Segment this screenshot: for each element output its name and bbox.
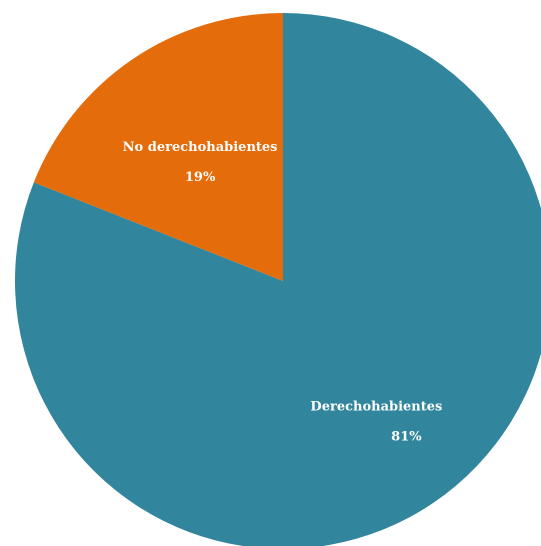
slice-label-1: No derechohabientes xyxy=(123,140,278,155)
pie-slices xyxy=(15,13,541,546)
pie-labels: Derechohabientes 81% No derechohabientes 19… xyxy=(123,140,443,444)
slice-label-0: Derechohabientes xyxy=(310,399,442,414)
slice-value-label-0: 81% xyxy=(391,429,422,444)
pie-slice-derechohabientes xyxy=(15,13,541,546)
slice-value-label-1: 19% xyxy=(185,170,216,185)
pie-slice-no-derechohabientes xyxy=(33,13,283,281)
